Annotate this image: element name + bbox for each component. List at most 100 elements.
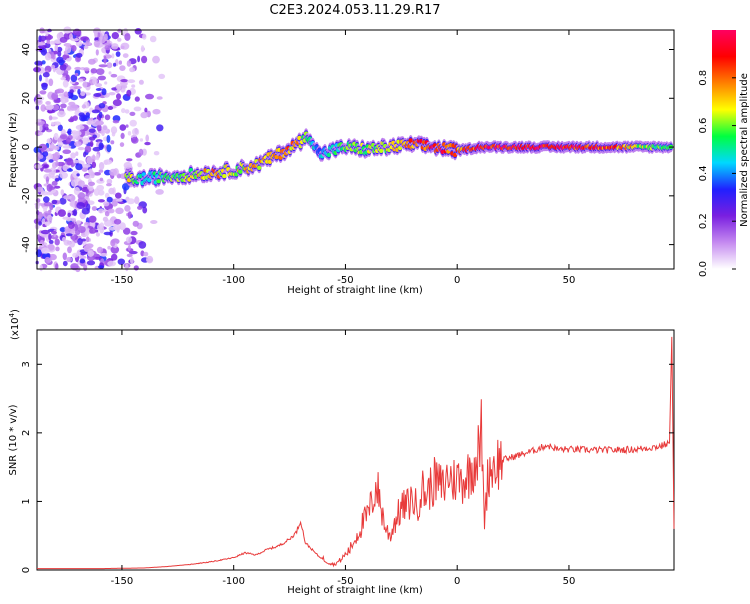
noise-speckle [153, 151, 160, 156]
x-tick-label: -100 [222, 275, 245, 286]
snr-x-label: Height of straight line (km) [287, 585, 423, 596]
noise-speckle [59, 36, 68, 43]
noise-speckle [110, 73, 118, 78]
noise-speckle [59, 64, 67, 71]
spectrogram-x-label: Height of straight line (km) [287, 285, 423, 296]
noise-speckle [51, 121, 55, 126]
noise-speckle-layer [33, 26, 166, 273]
ridge-mark [147, 177, 152, 183]
noise-speckle [69, 104, 79, 111]
noise-speckle [71, 45, 77, 52]
noise-speckle [35, 198, 41, 203]
noise-speckle [77, 192, 86, 200]
noise-speckle [113, 218, 122, 225]
noise-speckle [112, 120, 120, 124]
noise-speckle [84, 229, 90, 237]
noise-speckle [83, 264, 88, 271]
noise-speckle [54, 177, 60, 182]
noise-speckle [115, 207, 124, 215]
noise-speckle [48, 159, 54, 163]
noise-speckle [126, 253, 133, 258]
noise-speckle [129, 119, 137, 127]
noise-speckle [84, 221, 90, 226]
noise-speckle [98, 142, 104, 151]
noise-speckle [40, 104, 46, 112]
noise-speckle [53, 151, 61, 160]
noise-speckle [104, 192, 110, 199]
noise-speckle [40, 229, 50, 235]
noise-speckle [71, 130, 78, 135]
noise-speckle [89, 136, 96, 141]
noise-speckle [109, 168, 117, 176]
noise-speckle [65, 233, 73, 237]
noise-speckle [127, 245, 131, 251]
noise-speckle [110, 140, 115, 145]
noise-speckle [129, 111, 136, 116]
noise-speckle [124, 109, 130, 114]
ridge-mark [156, 179, 161, 184]
noise-speckle [46, 39, 51, 45]
noise-speckle [76, 202, 86, 209]
noise-speckle [95, 120, 104, 126]
noise-speckle [91, 161, 97, 169]
noise-speckle [39, 124, 43, 132]
noise-speckle [74, 66, 82, 71]
noise-speckle [106, 178, 113, 185]
noise-speckle [39, 35, 47, 42]
noise-speckle [131, 136, 139, 144]
noise-speckle [95, 88, 102, 91]
noise-speckle [80, 91, 86, 97]
noise-speckle [88, 181, 95, 186]
noise-speckle [119, 124, 127, 131]
noise-speckle [111, 31, 120, 40]
noise-speckle [111, 200, 118, 207]
noise-speckle [93, 40, 100, 48]
noise-speckle [118, 60, 122, 65]
noise-speckle [96, 246, 104, 254]
noise-speckle [101, 88, 107, 96]
noise-speckle [69, 33, 73, 40]
noise-speckle [97, 265, 105, 269]
noise-speckle [104, 42, 112, 47]
noise-speckle [130, 230, 138, 236]
noise-speckle [97, 189, 105, 196]
spectrogram-x-ticks: -150 -100 -50 0 50 [111, 30, 575, 286]
noise-speckle [120, 79, 129, 83]
noise-speckle [77, 226, 86, 233]
noise-speckle [85, 188, 89, 194]
noise-speckle [40, 47, 48, 56]
noise-speckle [132, 127, 140, 136]
noise-speckle [142, 206, 148, 214]
noise-speckle [86, 203, 91, 211]
noise-speckle [138, 79, 144, 85]
ridge-mark [238, 169, 243, 174]
noise-speckle [85, 243, 94, 249]
x-tick-label: -150 [111, 275, 134, 286]
noise-speckle [93, 93, 102, 97]
noise-speckle [47, 110, 53, 114]
noise-speckle [125, 263, 129, 272]
noise-speckle [139, 138, 144, 142]
noise-speckle [77, 180, 85, 187]
noise-speckle [106, 144, 112, 153]
noise-speckle [137, 55, 141, 63]
noise-speckle [110, 239, 116, 247]
noise-speckle [63, 91, 69, 98]
noise-speckle [103, 55, 107, 64]
noise-speckle [115, 51, 121, 57]
y-tick-label: 1 [21, 498, 32, 504]
noise-speckle [42, 72, 50, 78]
noise-speckle [96, 68, 105, 75]
noise-speckle [57, 50, 62, 57]
y-tick-label: 2 [21, 430, 32, 436]
noise-speckle [77, 88, 81, 95]
noise-speckle [155, 189, 164, 195]
noise-speckle [86, 120, 93, 125]
noise-speckle [95, 49, 99, 56]
noise-speckle [93, 256, 102, 260]
ridge-mark [408, 138, 413, 143]
noise-speckle [68, 221, 75, 229]
noise-speckle [89, 228, 97, 234]
colorbar-gradient [712, 30, 736, 269]
noise-speckle [48, 78, 54, 87]
